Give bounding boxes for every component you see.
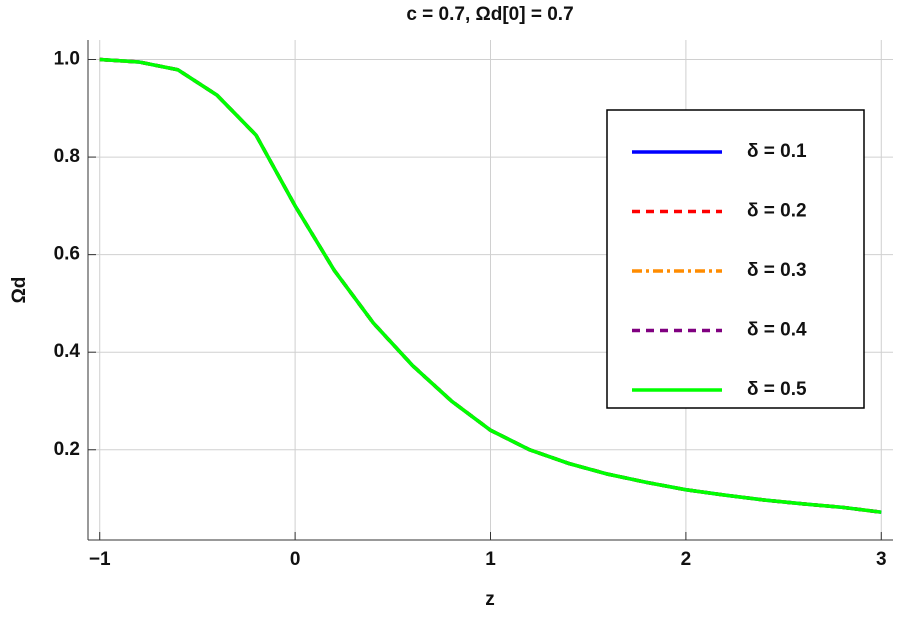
line-series <box>99 57 882 514</box>
legend-label: δ = 0.3 <box>747 260 807 281</box>
y-tick-label: 0.4 <box>54 341 81 362</box>
y-tick-label: 0.8 <box>54 146 80 167</box>
legend-label: δ = 0.1 <box>747 141 807 162</box>
x-axis-label: z <box>485 589 495 610</box>
x-tick-label: 2 <box>681 549 692 570</box>
y-tick-label: 0.6 <box>54 244 80 265</box>
y-axis-label: Ωd <box>9 277 30 304</box>
legend: δ = 0.1 δ = 0.2 δ = 0.3 δ = 0.4 δ = 0.5 <box>606 109 865 409</box>
legend-box <box>606 109 865 409</box>
chart-title: c = 0.7, Ωd[0] = 0.7 <box>406 4 573 25</box>
x-tick-label: −1 <box>89 549 111 570</box>
legend-label: δ = 0.5 <box>747 379 807 400</box>
y-tick-label: 0.2 <box>54 439 80 460</box>
legend-label: δ = 0.2 <box>747 201 807 222</box>
x-tick-label: 0 <box>290 549 301 570</box>
x-tick-label: 3 <box>876 549 887 570</box>
x-tick-label: 1 <box>485 549 496 570</box>
y-tick-label: 1.0 <box>54 49 80 70</box>
legend-label: δ = 0.4 <box>747 320 807 341</box>
